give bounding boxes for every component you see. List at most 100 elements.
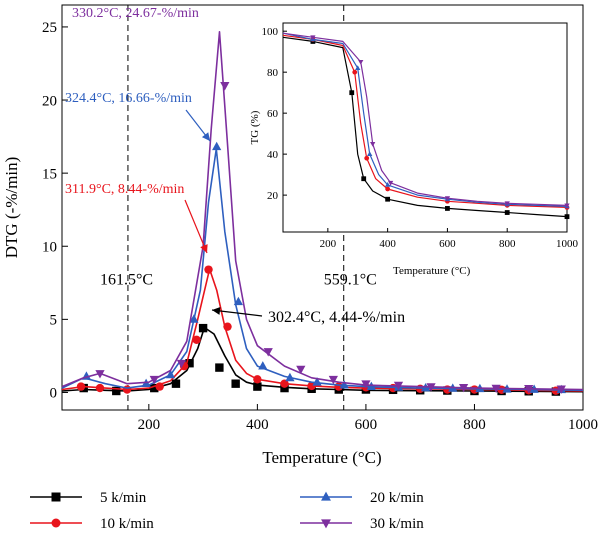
legend-label-1: 10 k/min bbox=[100, 516, 154, 532]
main-series-0-point bbox=[231, 379, 240, 388]
main-series-3-point bbox=[149, 375, 159, 385]
main-y-axis-label: DTG (-%/min) bbox=[2, 157, 21, 259]
legend-marker-0 bbox=[51, 492, 61, 502]
main-series-3-point bbox=[328, 375, 338, 385]
main-series-2-point bbox=[212, 141, 222, 151]
inset-series-2-point bbox=[384, 181, 391, 187]
main-series-1-point bbox=[95, 383, 105, 393]
main-series-2-point bbox=[189, 314, 199, 323]
inset-series-3-point bbox=[444, 196, 451, 202]
inset-xtick-label: 200 bbox=[320, 238, 337, 250]
main-ytick-label: 0 bbox=[50, 386, 58, 402]
main-series-0-point bbox=[280, 383, 289, 393]
main-series-0-point bbox=[150, 383, 159, 393]
inset-series-1-point bbox=[364, 155, 370, 161]
inset-series-0-point bbox=[361, 176, 367, 182]
annotation-arrowhead-3 bbox=[212, 306, 221, 315]
inset-xtick-label: 400 bbox=[379, 238, 396, 250]
main-series-3-point bbox=[176, 359, 187, 369]
inset-series-line-0 bbox=[282, 36, 568, 218]
main-series-0-point bbox=[112, 386, 121, 396]
legend-label-2: 20 k/min bbox=[370, 490, 424, 506]
main-series-1-point bbox=[192, 335, 201, 345]
main-series-2-point bbox=[312, 377, 322, 386]
main-xtick-label: 400 bbox=[246, 417, 269, 433]
main-series-3-point bbox=[491, 384, 501, 394]
annotation-3: 302.4°C, 4.44-%/min bbox=[268, 309, 405, 326]
inset-plot: 200 400 600 800 1000 20 40 60 80 100 Temperature (… bbox=[249, 22, 579, 277]
main-series-3-point bbox=[556, 385, 566, 394]
main-series-3-point bbox=[458, 383, 469, 393]
vline-label-0: 161.5°C bbox=[100, 271, 153, 288]
main-series-3-point bbox=[296, 365, 306, 375]
main-series-0-point bbox=[171, 379, 181, 388]
main-ytick-label: 20 bbox=[42, 93, 57, 109]
inset-series-2-point bbox=[355, 65, 361, 70]
main-series-1-point bbox=[223, 322, 232, 331]
inset-frame bbox=[282, 22, 568, 233]
inset-ytick-label: 100 bbox=[262, 26, 279, 38]
annotation-2: 311.9°C, 8.44-%/min bbox=[65, 182, 184, 197]
annotation-arrowhead-2 bbox=[200, 244, 208, 253]
inset-ytick-label: 60 bbox=[267, 108, 279, 120]
main-series-line-2 bbox=[61, 148, 584, 392]
inset-series-3-point bbox=[387, 180, 394, 186]
main-series-3-point bbox=[95, 370, 105, 379]
main-series-1-point bbox=[155, 382, 164, 391]
main-ytick-label: 10 bbox=[42, 239, 57, 255]
inset-series-2-point bbox=[367, 151, 373, 157]
main-series-1-point bbox=[280, 379, 289, 388]
inset-series-0-point bbox=[445, 206, 450, 211]
main-xtick-label: 200 bbox=[138, 417, 161, 433]
main-series-3-point bbox=[361, 380, 371, 389]
main-series-line-3 bbox=[61, 30, 584, 391]
main-series-1-point bbox=[122, 385, 132, 394]
inset-series-line-3 bbox=[282, 32, 568, 206]
inset-series-1-point bbox=[352, 69, 358, 75]
inset-series-3-point bbox=[504, 201, 510, 207]
annotation-arrow-2 bbox=[184, 199, 208, 254]
inset-series-line-2 bbox=[282, 32, 568, 207]
main-series-0-point bbox=[215, 363, 224, 372]
annotation-arrowhead-1 bbox=[201, 132, 210, 141]
main-series-2-point bbox=[165, 369, 176, 379]
legend: 5 k/min 10 k/min 20 k/min 30 k/min bbox=[30, 490, 424, 532]
main-series-3-point bbox=[524, 385, 534, 394]
inset-series-1-point bbox=[385, 186, 391, 192]
main-series-0-point bbox=[185, 359, 194, 368]
inset-series-0-point bbox=[504, 210, 510, 215]
inset-series-0-point bbox=[385, 196, 391, 202]
main-series-3-point bbox=[220, 82, 230, 91]
legend-label-3: 30 k/min bbox=[370, 516, 424, 532]
inset-xtick-label: 800 bbox=[499, 238, 516, 250]
inset-ytick-label: 20 bbox=[267, 190, 279, 202]
main-series-0-point bbox=[198, 323, 208, 333]
main-series-1-point bbox=[204, 265, 213, 274]
inset-ytick-label: 40 bbox=[267, 149, 279, 161]
main-series-2-point bbox=[285, 372, 295, 382]
main-xtick-label: 600 bbox=[355, 417, 378, 433]
main-series-3-point bbox=[393, 381, 404, 391]
inset-series-0-point bbox=[564, 214, 570, 220]
main-series-3-point bbox=[426, 383, 436, 392]
legend-marker-2 bbox=[321, 491, 331, 501]
annotation-1: 324.4°C, 16.66-%/min bbox=[65, 91, 192, 106]
annotation-arrow-3 bbox=[211, 309, 263, 317]
annotation-0: 330.2°C, 24.67-%/min bbox=[72, 6, 199, 21]
inset-y-axis-label: TG (%) bbox=[249, 110, 261, 144]
inset-ytick-label: 80 bbox=[267, 67, 279, 79]
main-ytick-label: 25 bbox=[42, 20, 57, 36]
main-series-1-point bbox=[76, 382, 86, 391]
legend-label-0: 5 k/min bbox=[100, 490, 147, 506]
main-series-2-point bbox=[233, 296, 244, 306]
inset-series-line-1 bbox=[282, 34, 568, 208]
legend-marker-1 bbox=[51, 518, 61, 528]
main-series-3-point bbox=[263, 348, 273, 357]
main-series-1-point bbox=[253, 375, 262, 384]
inset-x-axis-label: Temperature (°C) bbox=[393, 265, 471, 277]
main-xtick-label: 1000 bbox=[568, 417, 598, 433]
main-xtick-label: 800 bbox=[463, 417, 486, 433]
main-series-2-point bbox=[339, 380, 349, 389]
inset-xtick-label: 600 bbox=[439, 238, 456, 250]
inset-series-3-point bbox=[358, 60, 364, 65]
